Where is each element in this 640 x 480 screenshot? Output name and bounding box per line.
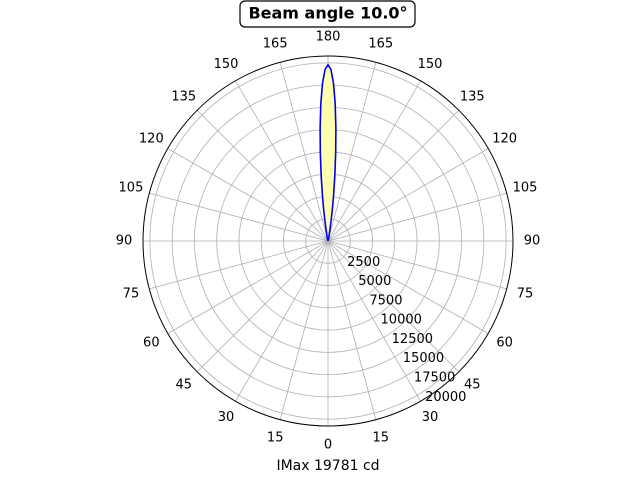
- grid-spoke: [196, 240, 329, 373]
- theta-tick-label: 135: [460, 89, 485, 104]
- theta-tick-label: 180: [316, 30, 341, 45]
- r-tick-label: 12500: [392, 332, 433, 347]
- title-box: [239, 0, 416, 28]
- theta-tick-label: 105: [119, 181, 144, 196]
- theta-tick-label: 15: [267, 431, 284, 446]
- theta-tick-label: 15: [373, 431, 390, 446]
- grid-spoke: [149, 192, 329, 242]
- theta-tick-label: 90: [116, 234, 133, 249]
- theta-tick-label: 0: [324, 438, 332, 453]
- r-tick-label: 7500: [369, 293, 402, 308]
- x-axis-label: IMax 19781 cd: [276, 458, 379, 474]
- theta-tick-label: 120: [492, 132, 517, 147]
- theta-tick-label: 30: [422, 410, 439, 425]
- grid-spoke: [279, 62, 329, 242]
- grid-spoke: [327, 240, 421, 402]
- r-tick-label: 2500: [347, 255, 380, 270]
- grid-spoke: [235, 240, 329, 402]
- grid-spoke: [327, 240, 377, 420]
- theta-tick-label: 60: [496, 336, 513, 351]
- theta-tick-label: 165: [263, 36, 288, 51]
- beam-fill: [320, 64, 336, 241]
- theta-tick-label: 165: [368, 36, 393, 51]
- grid-spoke: [327, 62, 377, 242]
- chart-title: Beam angle 10.0°: [248, 4, 407, 23]
- theta-tick-label: 150: [214, 57, 239, 72]
- grid-spoke: [327, 240, 489, 334]
- theta-tick-label: 105: [513, 181, 538, 196]
- r-tick-label: 15000: [403, 351, 444, 366]
- theta-tick-label: 45: [464, 378, 481, 393]
- theta-tick-label: 60: [143, 336, 160, 351]
- polar-frame: [142, 55, 514, 427]
- grid-spoke: [235, 80, 329, 242]
- theta-tick-label: 90: [524, 234, 541, 249]
- grid-spoke: [196, 109, 329, 242]
- theta-tick-label: 135: [171, 89, 196, 104]
- r-tick-label: 10000: [381, 313, 422, 328]
- theta-tick-label: 45: [175, 378, 192, 393]
- theta-tick-label: 75: [123, 286, 140, 301]
- grid-spoke: [167, 240, 329, 334]
- theta-tick-label: 75: [517, 286, 534, 301]
- theta-tick-label: 30: [218, 410, 235, 425]
- r-tick-label: 20000: [425, 390, 466, 405]
- beam-line: [319, 63, 337, 242]
- grid-spoke: [327, 109, 460, 242]
- grid-spoke: [167, 148, 329, 242]
- theta-tick-label: 150: [418, 57, 443, 72]
- r-tick-label: 17500: [414, 370, 455, 385]
- r-tick-label: 5000: [358, 274, 391, 289]
- grid-spoke: [149, 240, 329, 290]
- grid-spoke: [327, 192, 507, 242]
- grid-spoke: [327, 80, 421, 242]
- grid-spoke: [327, 240, 507, 290]
- grid-spoke: [279, 240, 329, 420]
- theta-tick-label: 120: [139, 132, 164, 147]
- grid-spoke: [327, 148, 489, 242]
- grid-spoke: [327, 240, 460, 373]
